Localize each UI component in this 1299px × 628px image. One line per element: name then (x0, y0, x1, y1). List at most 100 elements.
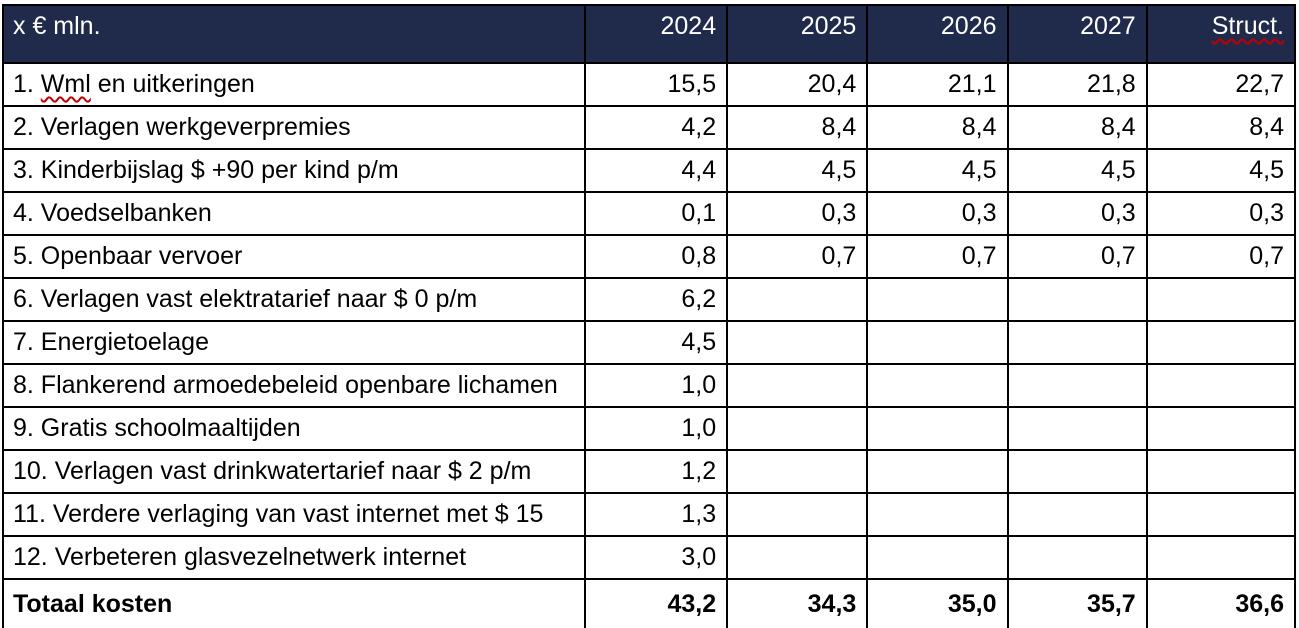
cost-table: x € mln. 2024 2025 2026 2027 Struct. 1. … (2, 4, 1297, 628)
value-cell: 4,5 (583, 320, 729, 365)
value-cell: 0,3 (1006, 191, 1148, 236)
table-row-10: 10. Verlagen vast drinkwatertarief naar … (2, 449, 1297, 494)
value-cell (1145, 320, 1297, 365)
value-cell: 22,7 (1145, 62, 1297, 107)
total-value-cell: 34,3 (726, 578, 869, 628)
value-cell: 0,3 (1145, 191, 1297, 236)
value-cell (1006, 449, 1148, 494)
table-row-5: 5. Openbaar vervoer 0,8 0,7 0,7 0,7 0,7 (2, 234, 1297, 279)
total-value-cell: 36,6 (1145, 578, 1297, 628)
value-cell: 0,3 (866, 191, 1009, 236)
value-cell (726, 535, 869, 580)
value-cell: 8,4 (1145, 105, 1297, 150)
value-cell: 1,0 (583, 363, 729, 408)
value-cell: 1,0 (583, 406, 729, 451)
table-row-7: 7. Energietoelage 4,5 (2, 320, 1297, 365)
row-label-cell: 3. Kinderbijslag $ +90 per kind p/m (2, 148, 586, 193)
value-cell (1145, 535, 1297, 580)
year-header-2025: 2025 (726, 4, 869, 64)
value-cell: 4,5 (726, 148, 869, 193)
table-row-6: 6. Verlagen vast elektratarief naar $ 0 … (2, 277, 1297, 322)
value-cell: 8,4 (1006, 105, 1148, 150)
value-cell: 0,8 (583, 234, 729, 279)
value-cell (1006, 406, 1148, 451)
row-label-cell: 11. Verdere verlaging van vast internet … (2, 492, 586, 537)
value-cell (866, 363, 1009, 408)
value-cell (726, 363, 869, 408)
row-label-cell: 8. Flankerend armoedebeleid openbare lic… (2, 363, 586, 408)
value-cell: 0,3 (726, 191, 869, 236)
struct-header-label: Struct. (1211, 12, 1284, 40)
value-cell (1006, 320, 1148, 365)
value-cell: 1,3 (583, 492, 729, 537)
value-cell (1145, 406, 1297, 451)
value-cell (1145, 277, 1297, 322)
row-label-cell: 4. Voedselbanken (2, 191, 586, 236)
total-row: Totaal kosten 43,2 34,3 35,0 35,7 36,6 (2, 578, 1297, 628)
value-cell (726, 320, 869, 365)
table-row-11: 11. Verdere verlaging van vast internet … (2, 492, 1297, 537)
value-cell: 21,8 (1006, 62, 1148, 107)
value-cell: 0,7 (866, 234, 1009, 279)
value-cell: 8,4 (866, 105, 1009, 150)
value-cell: 20,4 (726, 62, 869, 107)
value-cell: 21,1 (866, 62, 1009, 107)
table-row-1: 1. Wml en uitkeringen 15,5 20,4 21,1 21,… (2, 62, 1297, 107)
row-label-cell: 12. Verbeteren glasvezelnetwerk internet (2, 535, 586, 580)
value-cell: 0,7 (1145, 234, 1297, 279)
year-header-2024: 2024 (583, 4, 729, 64)
value-cell: 4,5 (1006, 148, 1148, 193)
row-label-cell: 5. Openbaar vervoer (2, 234, 586, 279)
table-row-3: 3. Kinderbijslag $ +90 per kind p/m 4,4 … (2, 148, 1297, 193)
value-cell: 0,1 (583, 191, 729, 236)
value-cell (1145, 363, 1297, 408)
year-header-2027: 2027 (1006, 4, 1148, 64)
value-cell (866, 277, 1009, 322)
value-cell (866, 320, 1009, 365)
table-row-2: 2. Verlagen werkgeverpremies 4,2 8,4 8,4… (2, 105, 1297, 150)
value-cell (726, 449, 869, 494)
table-row-8: 8. Flankerend armoedebeleid openbare lic… (2, 363, 1297, 408)
value-cell: 1,2 (583, 449, 729, 494)
row-label-cell: 10. Verlagen vast drinkwatertarief naar … (2, 449, 586, 494)
value-cell (866, 492, 1009, 537)
value-cell (1006, 363, 1148, 408)
row-label-cell: 7. Energietoelage (2, 320, 586, 365)
row-label-text: en uitkeringen (90, 70, 255, 98)
row-label-cell: 1. Wml en uitkeringen (2, 62, 586, 107)
value-cell (726, 277, 869, 322)
header-row: x € mln. 2024 2025 2026 2027 Struct. (2, 4, 1297, 64)
value-cell: 4,5 (866, 148, 1009, 193)
misspelled-word: Wml (40, 70, 91, 98)
row-label-cell: 9. Gratis schoolmaaltijden (2, 406, 586, 451)
table-row-12: 12. Verbeteren glasvezelnetwerk internet… (2, 535, 1297, 580)
value-cell (726, 492, 869, 537)
value-cell: 0,7 (1006, 234, 1148, 279)
total-value-cell: 35,7 (1006, 578, 1148, 628)
value-cell: 0,7 (726, 234, 869, 279)
value-cell: 15,5 (583, 62, 729, 107)
value-cell (1006, 277, 1148, 322)
value-cell: 4,4 (583, 148, 729, 193)
value-cell: 3,0 (583, 535, 729, 580)
value-cell (1006, 535, 1148, 580)
value-cell: 8,4 (726, 105, 869, 150)
table-row-9: 9. Gratis schoolmaaltijden 1,0 (2, 406, 1297, 451)
year-header-2026: 2026 (866, 4, 1009, 64)
value-cell (1006, 492, 1148, 537)
total-value-cell: 35,0 (866, 578, 1009, 628)
value-cell: 4,5 (1145, 148, 1297, 193)
value-cell (866, 406, 1009, 451)
row-label-text: 1. (13, 70, 41, 98)
total-label-cell: Totaal kosten (2, 578, 586, 628)
total-value-cell: 43,2 (583, 578, 729, 628)
unit-header-cell: x € mln. (2, 4, 586, 64)
value-cell: 4,2 (583, 105, 729, 150)
row-label-cell: 2. Verlagen werkgeverpremies (2, 105, 586, 150)
value-cell (1145, 492, 1297, 537)
struct-header: Struct. (1145, 4, 1297, 64)
row-label-cell: 6. Verlagen vast elektratarief naar $ 0 … (2, 277, 586, 322)
value-cell (1145, 449, 1297, 494)
table-row-4: 4. Voedselbanken 0,1 0,3 0,3 0,3 0,3 (2, 191, 1297, 236)
value-cell: 6,2 (583, 277, 729, 322)
